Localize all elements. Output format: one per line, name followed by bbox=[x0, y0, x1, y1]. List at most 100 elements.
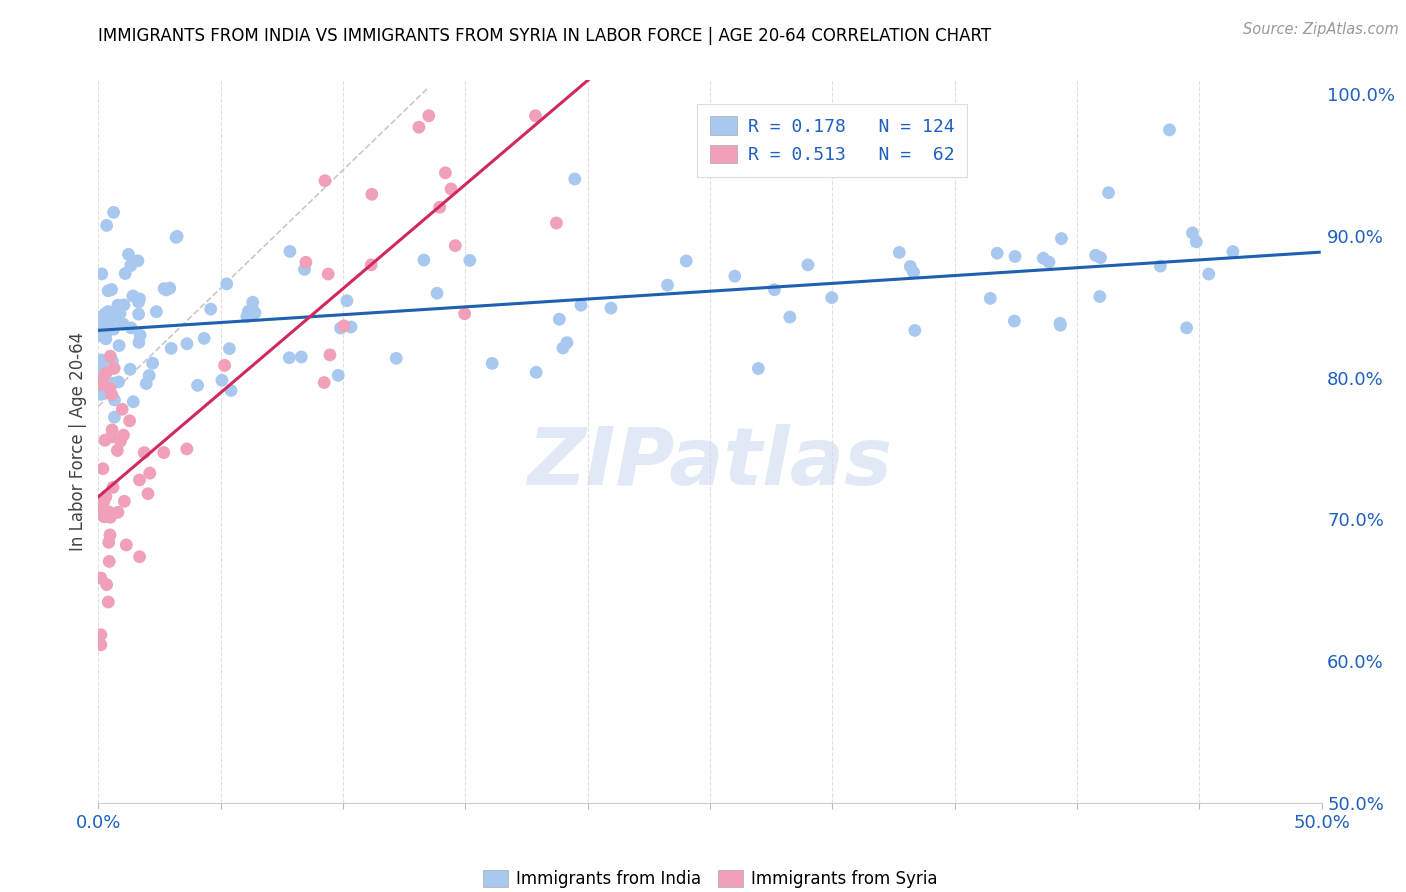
Point bbox=[412, 253, 434, 268]
Point bbox=[108, 306, 131, 320]
Point bbox=[90, 628, 112, 642]
Point bbox=[429, 200, 451, 214]
Point bbox=[903, 265, 925, 279]
Point bbox=[1159, 123, 1181, 137]
Point bbox=[200, 302, 222, 317]
Point bbox=[1088, 289, 1111, 303]
Point bbox=[797, 258, 820, 272]
Point bbox=[128, 473, 150, 487]
Point bbox=[657, 278, 679, 293]
Point bbox=[100, 283, 122, 297]
Point bbox=[93, 494, 115, 508]
Point bbox=[94, 434, 117, 448]
Point bbox=[1181, 226, 1204, 240]
Point bbox=[426, 286, 449, 301]
Text: ZIPatlas: ZIPatlas bbox=[527, 425, 893, 502]
Point bbox=[128, 307, 150, 321]
Point bbox=[328, 368, 350, 383]
Point bbox=[986, 246, 1008, 260]
Point bbox=[107, 375, 129, 389]
Point bbox=[238, 304, 260, 318]
Point bbox=[219, 384, 242, 398]
Point bbox=[569, 298, 592, 312]
Point bbox=[97, 505, 120, 519]
Point bbox=[97, 535, 120, 549]
Point bbox=[524, 109, 547, 123]
Point bbox=[122, 394, 145, 409]
Point bbox=[94, 490, 117, 504]
Point bbox=[675, 254, 697, 268]
Point bbox=[128, 335, 150, 350]
Point bbox=[114, 267, 136, 281]
Point bbox=[118, 414, 141, 428]
Point bbox=[93, 509, 115, 524]
Point bbox=[979, 291, 1001, 305]
Point bbox=[90, 267, 112, 281]
Point bbox=[145, 304, 167, 318]
Point bbox=[904, 323, 927, 337]
Point bbox=[333, 318, 356, 333]
Point bbox=[103, 205, 125, 219]
Point bbox=[187, 378, 209, 392]
Point bbox=[1084, 248, 1107, 262]
Point bbox=[105, 443, 128, 458]
Point bbox=[129, 328, 152, 343]
Point bbox=[128, 549, 150, 564]
Point bbox=[779, 310, 801, 324]
Point bbox=[1032, 251, 1054, 265]
Point bbox=[444, 238, 467, 252]
Point bbox=[98, 554, 121, 568]
Point bbox=[314, 174, 336, 188]
Point bbox=[316, 267, 339, 281]
Point bbox=[1198, 267, 1220, 281]
Point bbox=[240, 301, 263, 316]
Point bbox=[821, 291, 844, 305]
Y-axis label: In Labor Force | Age 20-64: In Labor Force | Age 20-64 bbox=[69, 332, 87, 551]
Point bbox=[1222, 244, 1244, 259]
Point bbox=[98, 528, 121, 542]
Point bbox=[548, 312, 571, 326]
Point bbox=[108, 338, 131, 352]
Point bbox=[340, 320, 363, 334]
Point bbox=[101, 376, 124, 391]
Point bbox=[101, 354, 124, 368]
Point bbox=[90, 328, 112, 343]
Point bbox=[101, 480, 124, 494]
Point bbox=[103, 392, 125, 407]
Point bbox=[165, 230, 187, 244]
Point bbox=[1090, 251, 1112, 265]
Text: IMMIGRANTS FROM INDIA VS IMMIGRANTS FROM SYRIA IN LABOR FORCE | AGE 20-64 CORREL: IMMIGRANTS FROM INDIA VS IMMIGRANTS FROM… bbox=[98, 27, 991, 45]
Point bbox=[763, 283, 786, 297]
Point bbox=[91, 371, 114, 385]
Point bbox=[120, 259, 142, 273]
Point bbox=[724, 269, 747, 284]
Point bbox=[214, 359, 236, 373]
Point bbox=[90, 377, 112, 392]
Point bbox=[94, 307, 117, 321]
Point bbox=[889, 245, 911, 260]
Point bbox=[453, 307, 475, 321]
Point bbox=[103, 322, 125, 336]
Point bbox=[98, 349, 121, 363]
Point bbox=[142, 356, 165, 370]
Point bbox=[120, 321, 142, 335]
Point bbox=[104, 310, 127, 324]
Point bbox=[96, 309, 118, 323]
Point bbox=[90, 386, 112, 401]
Point bbox=[117, 247, 139, 261]
Point bbox=[138, 368, 160, 383]
Point bbox=[100, 387, 122, 401]
Point bbox=[112, 428, 135, 442]
Point bbox=[242, 295, 264, 310]
Point bbox=[898, 260, 921, 274]
Point bbox=[564, 172, 586, 186]
Point bbox=[97, 595, 120, 609]
Point bbox=[329, 321, 352, 335]
Point bbox=[98, 381, 121, 395]
Text: Source: ZipAtlas.com: Source: ZipAtlas.com bbox=[1243, 22, 1399, 37]
Point bbox=[111, 402, 134, 417]
Point bbox=[96, 366, 118, 380]
Point bbox=[93, 492, 115, 507]
Point bbox=[139, 466, 162, 480]
Point bbox=[747, 361, 769, 376]
